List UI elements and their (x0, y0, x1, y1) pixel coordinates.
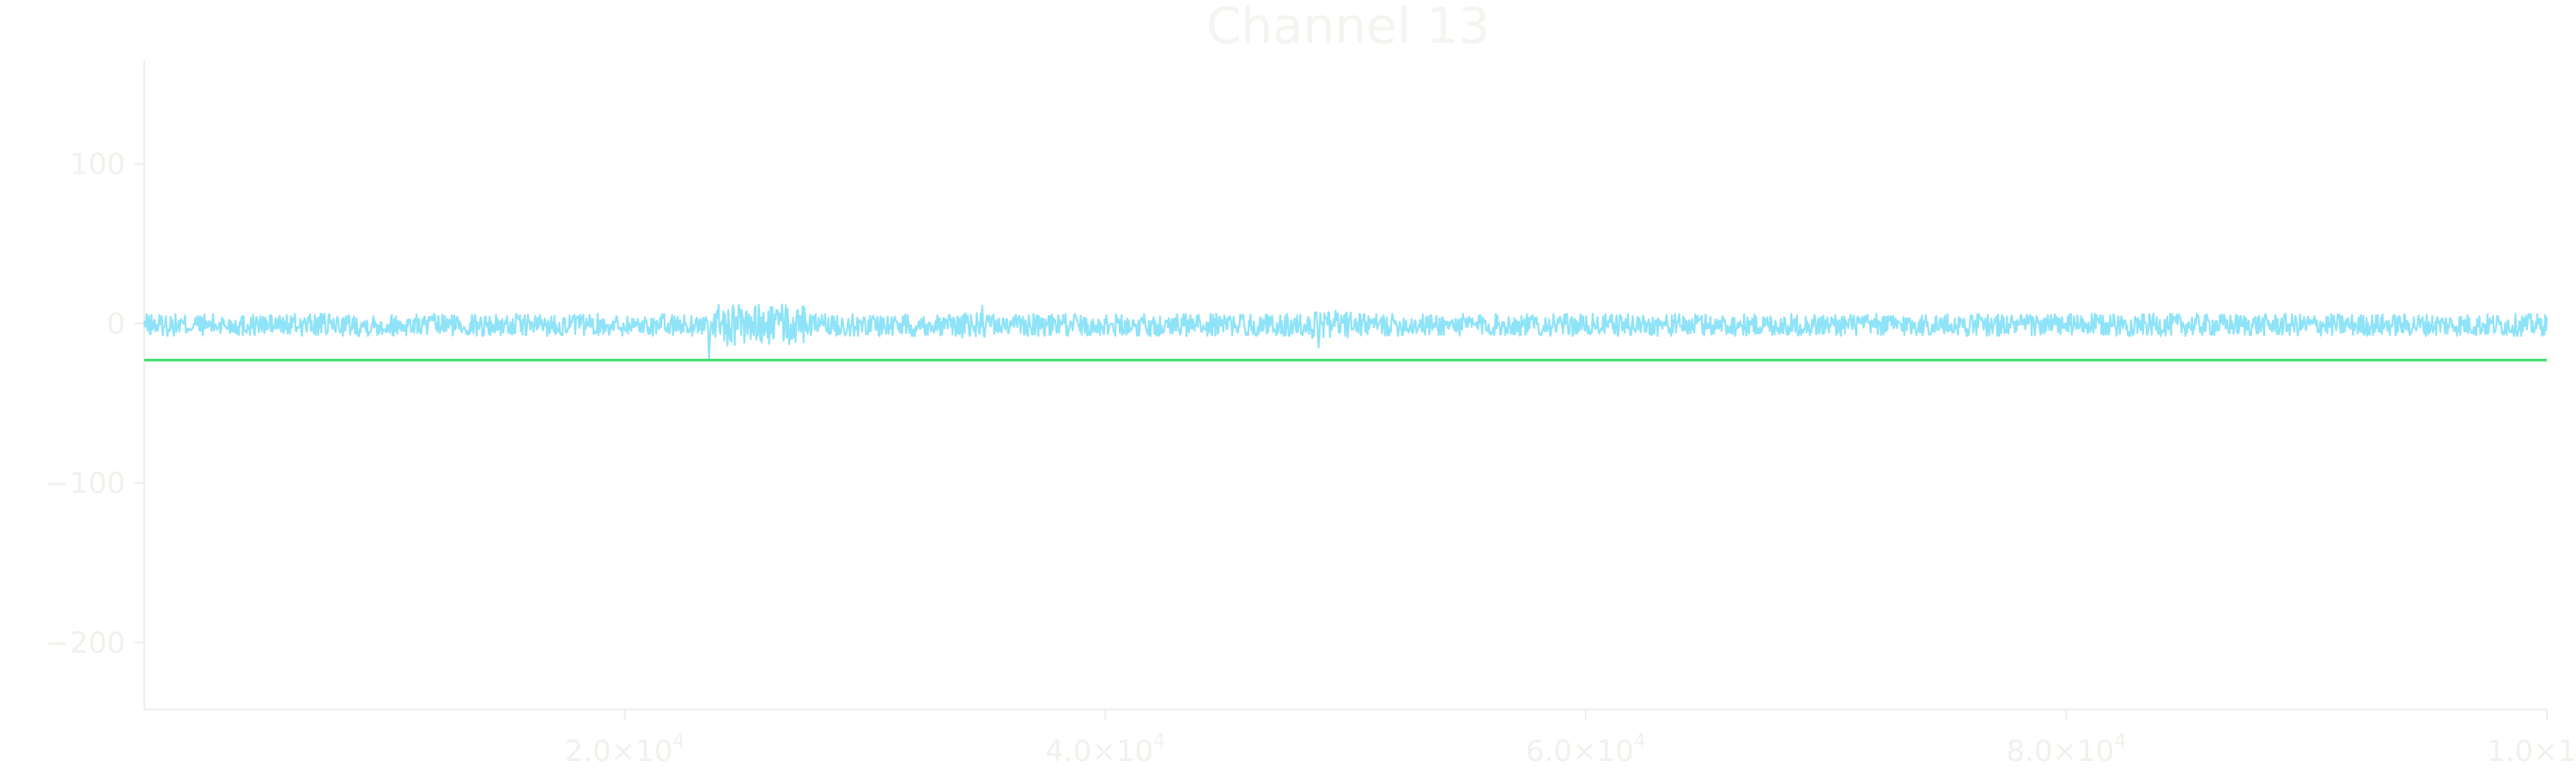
y-tick-label: −100 (46, 466, 125, 501)
x-tick-label: 4.0×104 (1045, 731, 1165, 769)
chart-title: Channel 13 (1206, 0, 1490, 55)
y-tick-label: −200 (46, 626, 125, 660)
y-tick-label: 100 (70, 148, 125, 182)
x-tick-label: 1.0×105 (2487, 731, 2576, 769)
axes (143, 60, 2547, 710)
signal-trace (143, 303, 2549, 362)
x-tick-label: 6.0×104 (1526, 731, 1646, 769)
plot-series (143, 303, 2549, 362)
y-tick-label: 0 (106, 307, 125, 341)
x-ticks: 2.0×104 4.0×104 6.0×104 8.0×104 1.0×105 (565, 709, 2576, 769)
x-tick-label: 2.0×104 (565, 731, 685, 769)
x-tick-label: 8.0×104 (2006, 731, 2126, 769)
y-ticks: 100 0 −100 −200 (46, 148, 144, 660)
